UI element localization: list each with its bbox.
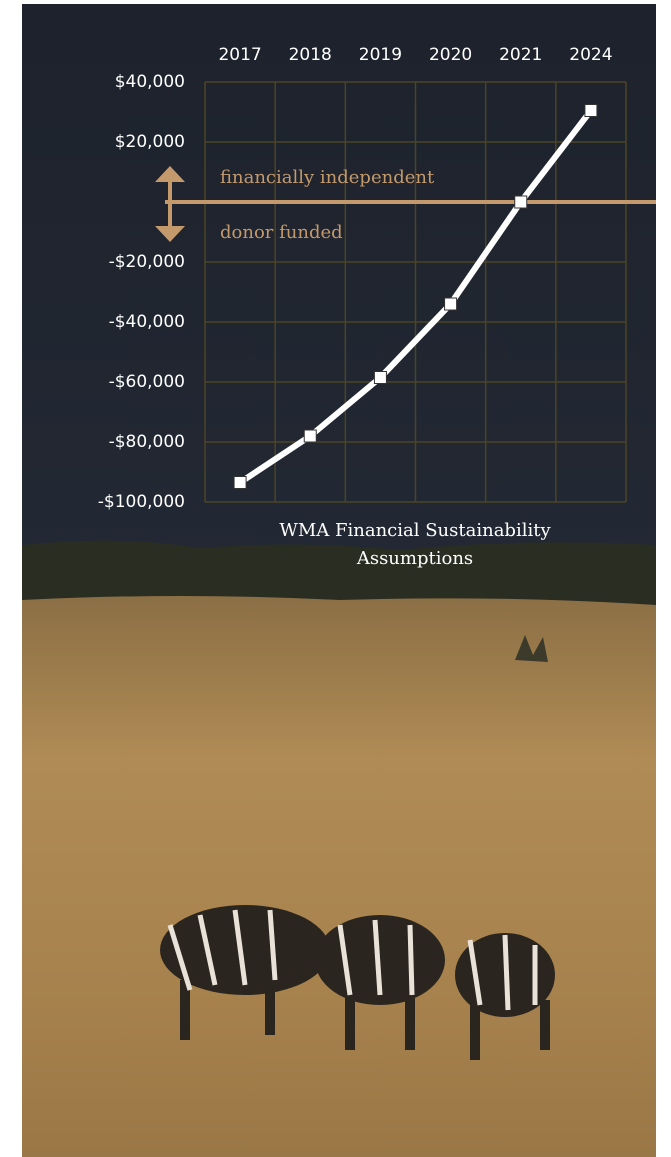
x-tick-label: 2021 bbox=[499, 45, 542, 65]
data-point bbox=[515, 196, 527, 208]
threshold-below-label: donor funded bbox=[220, 222, 343, 243]
threshold-above-label: financially independent bbox=[220, 167, 435, 188]
y-tick-label: -$80,000 bbox=[109, 432, 185, 452]
data-point bbox=[304, 430, 316, 442]
y-tick-label: -$100,000 bbox=[98, 492, 185, 512]
x-axis-label: WMA Financial Sustainability Assumptions bbox=[270, 517, 560, 573]
data-point bbox=[445, 298, 457, 310]
page: {"chart_data": {"type": "line", "x_label… bbox=[0, 0, 671, 1157]
x-tick-label: 2019 bbox=[359, 45, 402, 65]
y-tick-label: $20,000 bbox=[115, 132, 185, 152]
chart: $40,000 $20,000 -$20,000 -$40,000 -$60,000 -$… bbox=[0, 0, 671, 1157]
y-tick-label: -$40,000 bbox=[109, 312, 185, 332]
y-tick-label: -$20,000 bbox=[109, 252, 185, 272]
y-tick-label: $40,000 bbox=[115, 72, 185, 92]
data-point bbox=[234, 477, 246, 489]
x-tick-label: 2020 bbox=[429, 45, 472, 65]
data-point bbox=[585, 105, 597, 117]
data-point bbox=[374, 372, 386, 384]
x-tick-label: 2018 bbox=[289, 45, 332, 65]
x-tick-label: 2024 bbox=[569, 45, 612, 65]
y-tick-label: -$60,000 bbox=[109, 372, 185, 392]
x-tick-label: 2017 bbox=[218, 45, 261, 65]
